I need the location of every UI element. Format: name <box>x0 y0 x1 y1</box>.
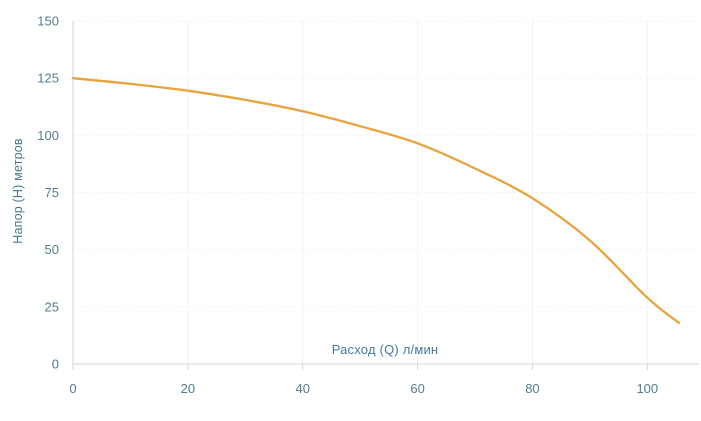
pump-curve-line <box>71 77 681 324</box>
x-axis-title: Расход (Q) л/мин <box>331 342 439 357</box>
x-tick-label: 0 <box>69 381 76 396</box>
y-axis-title: Напор (H) метров <box>11 138 25 244</box>
x-tick-label: 100 <box>636 381 658 396</box>
x-tick-label: 80 <box>525 381 539 396</box>
x-tick-label: 20 <box>181 381 195 396</box>
x-tick-label: 40 <box>295 381 309 396</box>
y-tick-label: 150 <box>37 14 59 29</box>
y-tick-label: 0 <box>52 357 59 372</box>
y-tick-label: 50 <box>45 242 59 257</box>
y-tick-label: 75 <box>45 185 59 200</box>
y-tick-label: 100 <box>37 128 59 143</box>
x-tick-label: 60 <box>410 381 424 396</box>
y-tick-label: 125 <box>37 71 59 86</box>
y-tick-label: 25 <box>45 299 59 314</box>
